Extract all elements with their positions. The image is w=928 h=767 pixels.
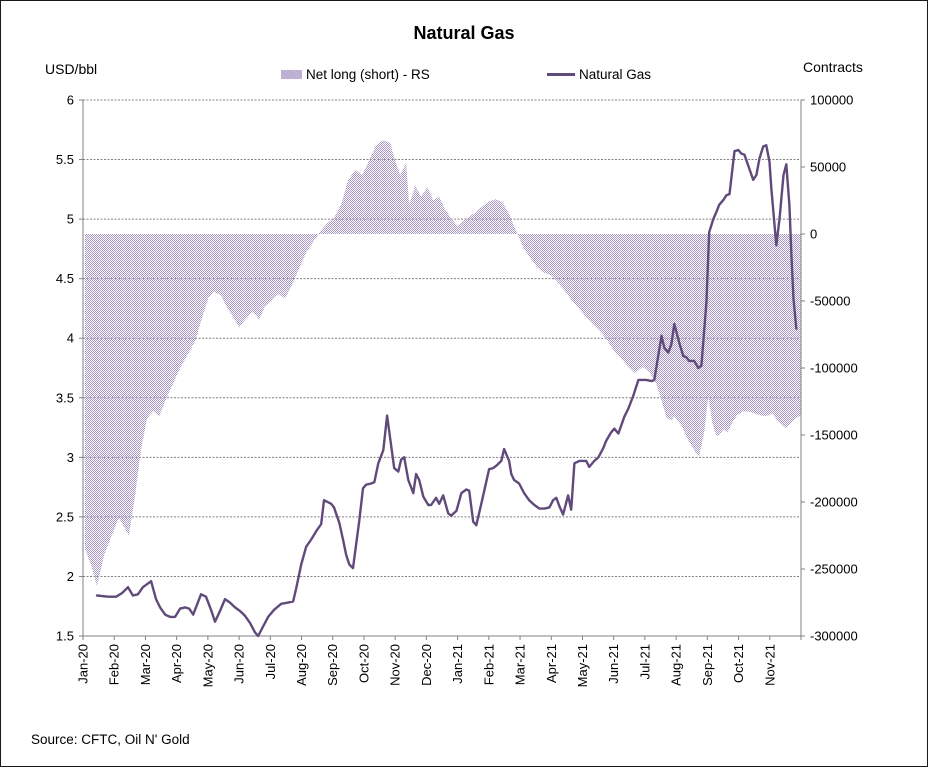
svg-text:Jun-21: Jun-21 [606,644,621,684]
svg-text:Jul-20: Jul-20 [263,644,278,679]
svg-text:2.5: 2.5 [56,509,74,524]
svg-text:Sep-20: Sep-20 [325,644,340,686]
svg-text:Jan-20: Jan-20 [76,644,91,684]
legend-label-natural-gas: Natural Gas [579,67,652,82]
svg-text:0: 0 [810,227,817,242]
legend-label-net-long: Net long (short) - RS [306,67,430,82]
svg-text:Dec-20: Dec-20 [419,644,434,686]
svg-text:5.5: 5.5 [56,152,74,167]
svg-text:100000: 100000 [810,93,853,108]
legend-item-net-long: Net long (short) - RS [281,67,430,82]
svg-text:Feb-20: Feb-20 [107,644,122,685]
svg-text:Oct-21: Oct-21 [731,644,746,683]
svg-text:6: 6 [67,93,74,108]
svg-text:Jul-21: Jul-21 [637,644,652,679]
svg-text:-50000: -50000 [810,294,850,309]
area-series-swatch-icon [281,70,302,79]
svg-text:May-21: May-21 [575,644,590,687]
svg-text:Apr-20: Apr-20 [169,644,184,683]
svg-text:Feb-21: Feb-21 [481,644,496,685]
svg-text:50000: 50000 [810,160,846,175]
svg-text:-250000: -250000 [810,562,858,577]
chart-title: Natural Gas [413,23,515,43]
svg-text:2: 2 [67,569,74,584]
svg-text:Sep-21: Sep-21 [700,644,715,686]
svg-text:4.5: 4.5 [56,271,74,286]
svg-text:Aug-21: Aug-21 [669,644,684,686]
svg-text:Aug-20: Aug-20 [294,644,309,686]
line-series-swatch-icon [547,72,575,77]
svg-text:Mar-20: Mar-20 [138,644,153,685]
svg-text:-100000: -100000 [810,361,858,376]
svg-text:1.5: 1.5 [56,629,74,644]
legend-item-natural-gas: Natural Gas [547,67,651,82]
svg-text:Jun-20: Jun-20 [232,644,247,684]
left-axis-title: USD/bbl [45,61,98,77]
svg-text:-300000: -300000 [810,629,858,644]
right-axis-title: Contracts [803,59,863,75]
source-note: Source: CFTC, Oil N' Gold [31,732,190,747]
svg-text:3.5: 3.5 [56,390,74,405]
svg-text:-200000: -200000 [810,495,858,510]
svg-text:4: 4 [67,331,74,346]
svg-text:Mar-21: Mar-21 [513,644,528,685]
svg-text:May-20: May-20 [200,644,215,687]
svg-text:3: 3 [67,450,74,465]
svg-text:Jan-21: Jan-21 [450,644,465,684]
svg-text:Nov-20: Nov-20 [388,644,403,686]
svg-text:Oct-20: Oct-20 [356,644,371,683]
legend: Net long (short) - RS Natural Gas [1,67,927,87]
svg-text:5: 5 [67,212,74,227]
svg-text:Apr-21: Apr-21 [544,644,559,683]
svg-text:-150000: -150000 [810,428,858,443]
svg-text:Nov-21: Nov-21 [762,644,777,686]
